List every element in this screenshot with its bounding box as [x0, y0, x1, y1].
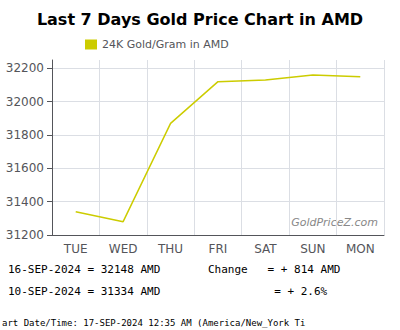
svg-text:THU: THU — [157, 242, 183, 256]
svg-text:Change = + 814 AMD: Change = + 814 AMD — [208, 263, 340, 276]
svg-text:31600: 31600 — [6, 161, 44, 175]
svg-text:24K Gold/Gram in AMD: 24K Gold/Gram in AMD — [102, 38, 229, 51]
svg-text:31400: 31400 — [6, 195, 44, 209]
svg-text:31200: 31200 — [6, 228, 44, 242]
svg-text:10-SEP-2024 = 31334 AMD: 10-SEP-2024 = 31334 AMD — [8, 285, 160, 298]
svg-text:MON: MON — [346, 242, 375, 256]
svg-text:32200: 32200 — [6, 61, 44, 75]
svg-text:SUN: SUN — [300, 242, 325, 256]
svg-text:GoldPriceZ.com: GoldPriceZ.com — [291, 216, 378, 229]
svg-text:TUE: TUE — [63, 242, 88, 256]
svg-text:SAT: SAT — [254, 242, 277, 256]
svg-text:WED: WED — [109, 242, 138, 256]
svg-text:FRI: FRI — [209, 242, 228, 256]
svg-text:= + 2.6%: = + 2.6% — [208, 285, 328, 298]
svg-text:16-SEP-2024 = 32148 AMD: 16-SEP-2024 = 32148 AMD — [8, 263, 160, 276]
svg-text:32000: 32000 — [6, 95, 44, 109]
svg-text:Last 7 Days Gold Price Chart i: Last 7 Days Gold Price Chart in AMD — [37, 10, 363, 29]
svg-text:art Date/Time: 17-SEP-2024 12:: art Date/Time: 17-SEP-2024 12:35 AM (Ame… — [2, 318, 305, 328]
svg-text:31800: 31800 — [6, 128, 44, 142]
